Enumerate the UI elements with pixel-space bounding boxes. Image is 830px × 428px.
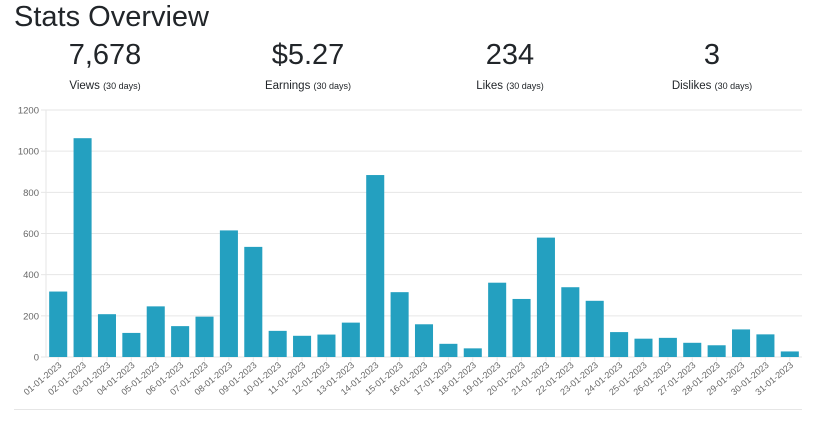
bar bbox=[439, 343, 458, 357]
bar bbox=[73, 138, 92, 357]
stat-label: Dislikes (30 days) bbox=[612, 80, 812, 92]
bar bbox=[341, 322, 360, 357]
bar bbox=[97, 314, 116, 357]
bar bbox=[317, 334, 336, 357]
stat-label-text: Dislikes bbox=[671, 80, 712, 92]
bar bbox=[585, 300, 604, 357]
bar bbox=[561, 287, 580, 357]
stat-period: (30 days) bbox=[506, 81, 544, 91]
stat-value: 7,678 bbox=[68, 39, 142, 71]
page-title: Stats Overview bbox=[14, 1, 209, 33]
bar bbox=[756, 334, 775, 357]
bar bbox=[610, 332, 629, 357]
bar bbox=[707, 345, 726, 357]
bar bbox=[414, 324, 434, 357]
bar bbox=[49, 291, 68, 357]
stats-summary: 7,678 Views (30 days) $5.27 Earnings (30… bbox=[0, 38, 830, 98]
y-tick-label: 600 bbox=[23, 229, 39, 240]
y-tick-label: 400 bbox=[23, 270, 39, 281]
stat-dislikes: 3 Dislikes (30 days) bbox=[612, 38, 812, 92]
stat-label-text: Likes bbox=[476, 80, 504, 92]
bar bbox=[683, 342, 702, 357]
bar bbox=[488, 282, 507, 357]
bar bbox=[658, 337, 677, 357]
bar bbox=[268, 330, 287, 357]
stat-label: Earnings (30 days) bbox=[208, 80, 408, 92]
bar bbox=[171, 326, 190, 357]
stat-label-text: Views bbox=[69, 80, 100, 92]
stat-views: 7,678 Views (30 days) bbox=[5, 38, 205, 92]
stat-label: Likes (30 days) bbox=[410, 80, 610, 92]
bar bbox=[195, 316, 214, 357]
bar bbox=[122, 332, 141, 357]
bar bbox=[366, 175, 385, 357]
stat-label-text: Earnings bbox=[264, 80, 311, 92]
bar bbox=[536, 237, 555, 357]
stat-period: (30 days) bbox=[103, 81, 141, 91]
bar bbox=[463, 348, 482, 357]
stat-likes: 234 Likes (30 days) bbox=[410, 38, 610, 92]
stat-value: 234 bbox=[485, 39, 535, 71]
y-tick-label: 1200 bbox=[18, 106, 39, 117]
bar bbox=[244, 246, 263, 357]
stat-value: 3 bbox=[703, 39, 721, 71]
y-tick-label: 800 bbox=[23, 188, 39, 199]
stat-value: $5.27 bbox=[271, 39, 345, 71]
bar bbox=[146, 306, 165, 357]
bar bbox=[219, 230, 238, 357]
bar bbox=[634, 338, 653, 357]
stat-period: (30 days) bbox=[714, 81, 753, 91]
bar bbox=[780, 351, 799, 357]
y-tick-label: 200 bbox=[23, 311, 39, 322]
bar bbox=[732, 329, 751, 357]
y-tick-label: 0 bbox=[34, 353, 39, 364]
bar bbox=[390, 292, 409, 357]
y-tick-label: 1000 bbox=[18, 147, 39, 158]
stat-label: Views (30 days) bbox=[5, 80, 205, 92]
bar bbox=[512, 298, 531, 357]
stat-period: (30 days) bbox=[313, 81, 352, 91]
views-bar-chart: 02004006008001000120001-01-202302-01-202… bbox=[18, 106, 802, 397]
bottom-divider bbox=[14, 409, 802, 410]
stat-earnings: $5.27 Earnings (30 days) bbox=[208, 38, 408, 92]
bar bbox=[293, 335, 312, 357]
